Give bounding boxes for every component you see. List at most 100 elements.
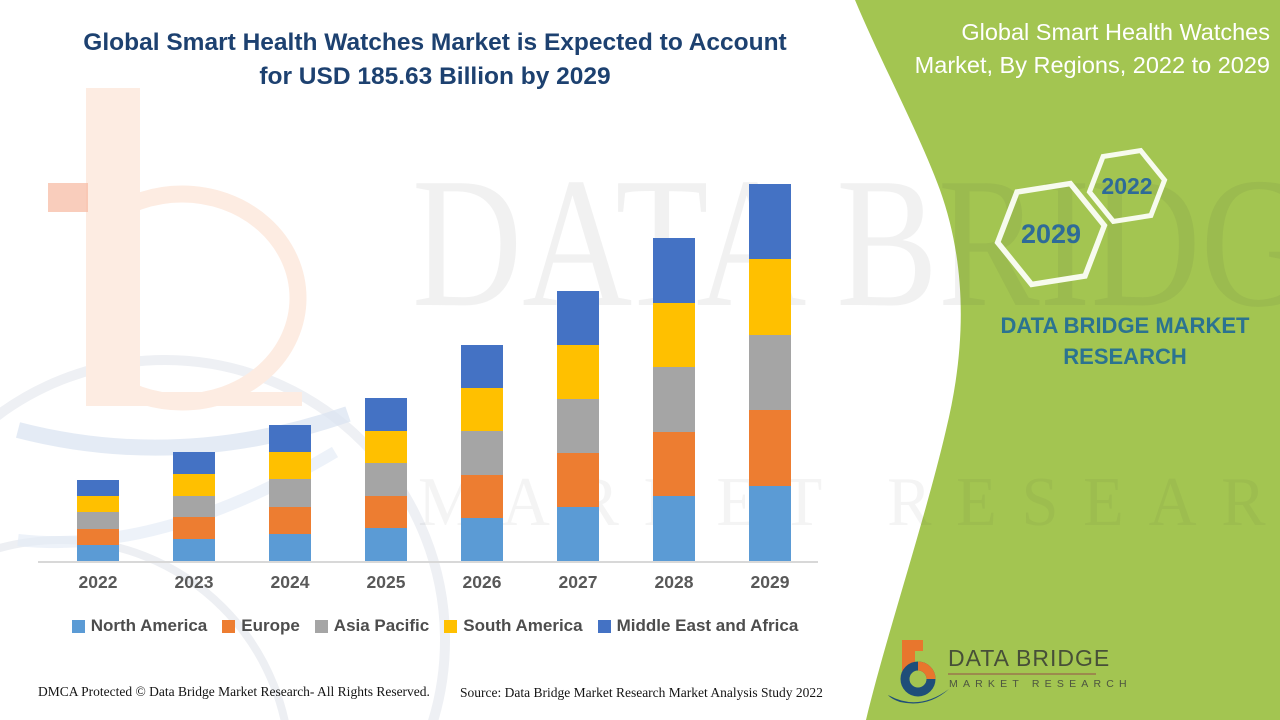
watermark-logo-stem [86,88,140,406]
source-note: Source: Data Bridge Market Research Mark… [460,685,823,700]
logo-wordmark: DATA BRIDGE [948,645,1111,671]
bar-segment [749,485,791,561]
bar-segment [269,479,311,507]
stacked-bar-2027 [557,291,599,561]
bar-segment [653,431,695,497]
bar-segment [557,453,599,508]
stacked-bar-2028 [653,238,695,561]
legend-label: Europe [241,616,300,635]
bar-segment [653,302,695,368]
x-axis-label: 2029 [750,572,790,592]
logo-b-flag [915,640,923,651]
bar-segment [749,410,791,486]
data-bridge-logo-icon [888,640,949,704]
hexagon-2022-label: 2022 [1101,173,1152,199]
hexagon-2022 [1086,147,1168,225]
watermark-logo-flag [48,183,88,212]
legend-swatch-icon [71,619,85,633]
watermark-circle [0,355,450,720]
bar-segment [173,539,215,561]
bar-segment [557,399,599,454]
brand-caption-line2: RESEARCH [1063,344,1187,369]
stacked-bar-2029 [749,184,791,561]
dmca-notice: DMCA Protected © Data Bridge Market Rese… [38,684,430,699]
bar-segment [461,388,503,432]
brand-caption-line1: DATA BRIDGE MARKET [1000,313,1250,338]
bar-segment [365,463,407,496]
bar-segment [77,512,119,529]
stacked-bar-2024 [269,424,311,561]
x-axis-label: 2027 [558,572,598,592]
legend-swatch-icon [444,619,458,633]
brand-caption: DATA BRIDGE MARKET RESEARCH [1000,310,1250,372]
bar-segment [749,184,791,260]
logo-subtext: MARKET RESEARCH [949,678,1132,690]
watermark-logo-base [140,392,302,406]
legend-label: South America [463,616,583,635]
bar-plot-area [45,168,820,561]
x-axis-label: 2023 [174,572,214,592]
bar-segment [653,238,695,303]
bar-segment [557,507,599,561]
bar-segment [173,517,215,540]
x-axis-label: 2022 [78,572,118,592]
hexagon-2029 [994,180,1108,288]
bar-segment [749,334,791,411]
bar-segment [653,367,695,432]
legend-item-north-america: North America [71,616,208,636]
legend-swatch-icon [597,619,611,633]
stacked-bar-2022 [77,479,119,561]
x-axis-label: 2026 [462,572,502,592]
x-axis-label: 2025 [366,572,406,592]
legend-item-middle-east-africa: Middle East and Africa [597,616,799,636]
bar-segment [269,452,311,480]
bar-segment [77,479,119,497]
panel-title-line1: Global Smart Health Watches [961,19,1270,45]
stacked-bar-2023 [173,452,215,561]
bar-segment [269,424,311,453]
logo-underline [948,673,1096,675]
bar-segment [461,431,503,475]
stacked-bar-2025 [365,397,407,561]
logo-b-bowl-orange-arc [917,661,936,680]
stacked-bar-2026 [461,344,503,561]
chart-title-line1: Global Smart Health Watches Market is Ex… [83,29,787,56]
green-side-panel [855,0,1280,720]
hexagon-2029-label: 2029 [1021,219,1081,249]
legend: North America Europe Asia Pacific South … [40,616,830,636]
legend-swatch-icon [222,619,236,633]
bar-segment [77,528,119,545]
legend-item-asia-pacific: Asia Pacific [314,616,430,636]
bar-segment [173,452,215,474]
bar-segment [173,495,215,518]
bar-segment [365,528,407,561]
bar-segment [365,430,407,464]
bar-segment [77,544,119,561]
chart-title: Global Smart Health Watches Market is Ex… [55,26,815,94]
legend-swatch-icon [314,619,328,633]
legend-label: North America [90,616,208,635]
x-axis-label: 2028 [654,572,694,592]
bar-segment [269,506,311,534]
year-hexagons: 2022 2029 [994,147,1168,288]
legend-item-south-america: South America [444,616,583,636]
chart-title-line2: for USD 185.63 Billion by 2029 [259,63,611,90]
bar-segment [173,473,215,496]
x-axis-line [38,561,818,563]
legend-item-europe: Europe [222,616,300,636]
legend-label: Middle East and Africa [616,616,799,635]
bar-segment [557,291,599,346]
bar-segment [269,533,311,561]
x-axis-label: 2024 [270,572,310,592]
bar-segment [461,517,503,561]
bar-segment [461,344,503,389]
bar-segment [461,474,503,518]
legend-label: Asia Pacific [333,616,430,635]
bar-segment [365,397,407,431]
bar-segment [557,345,599,400]
bar-segment [77,496,119,513]
bar-segment [749,259,791,335]
bar-segment [653,496,695,561]
